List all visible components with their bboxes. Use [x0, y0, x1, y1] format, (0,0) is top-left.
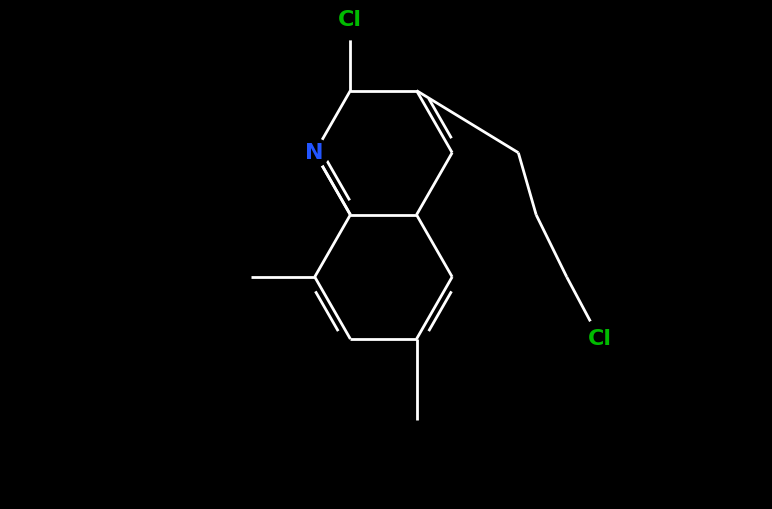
Circle shape [300, 138, 329, 167]
Circle shape [331, 1, 370, 40]
Text: Cl: Cl [338, 10, 362, 31]
Text: Cl: Cl [587, 329, 611, 349]
Circle shape [581, 320, 619, 358]
Text: N: N [306, 143, 324, 163]
